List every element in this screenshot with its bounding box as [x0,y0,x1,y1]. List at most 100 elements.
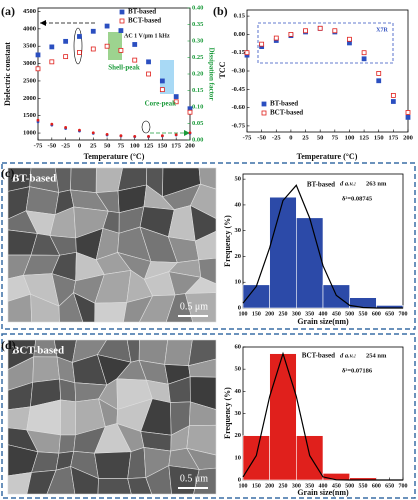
x-tick-label: 650 [385,311,394,317]
x-axis-title: Grain size(nm) [297,317,349,326]
marker [77,34,82,39]
y-tick-label: 0.15 [234,13,246,20]
x-tick-label: 300 [292,483,301,489]
x-tick-label: 25 [302,134,309,141]
panel-label: (b) [213,4,228,18]
marker [317,25,323,31]
x-tick-label: 550 [359,483,368,489]
marker [188,131,192,135]
marker [36,118,40,122]
x-tick-label: 125 [359,134,370,141]
marker [90,28,96,34]
panel-frame [1,162,416,330]
marker [118,47,124,53]
x-tick-label: -75 [34,142,43,149]
marker [244,50,250,56]
bar [296,435,324,481]
marker [63,38,69,44]
grain [185,292,217,323]
marker [49,44,55,50]
marker [376,78,382,84]
x-tick-label: 700 [399,311,408,317]
x-tick-label: 100 [345,134,355,141]
y-tick-label: 0 [238,476,241,483]
arrow-head [184,130,190,136]
x-tick-label: 400 [319,311,328,317]
legend-marker [261,110,267,116]
y-tick-label: 4500 [23,8,36,15]
legend-label: BT-based [128,8,156,16]
y-tick-label: 20 [235,432,242,439]
marker [90,46,96,52]
y-tick-label: 40 [235,201,242,208]
y-axis-title: Dielectric constant [3,42,12,106]
x-tick-label: 350 [305,483,314,489]
marker [35,52,41,58]
marker [390,99,396,104]
y2-tick-label: 0.30 [192,37,203,44]
marker [147,134,150,138]
x-tick-label: 200 [403,134,413,141]
marker [361,56,367,62]
x-tick-label: 450 [332,311,341,317]
marker [132,57,138,63]
y2-tick-label: 0.00 [192,136,203,143]
x-tick-label: 150 [252,483,261,489]
fit-curve [242,351,403,481]
x-tick-label: 0 [289,134,292,141]
marker [288,32,294,37]
marker [159,78,165,84]
y-tick-label: -0.45 [231,86,245,93]
ellipse [141,120,151,134]
annotation: Shell-peak [108,64,140,72]
x-tick-label: 150 [252,311,261,317]
marker [91,131,95,135]
grain [94,451,132,479]
y-tick-label: 60 [235,343,242,350]
x-tick-label: -75 [243,134,252,141]
x-tick-label: 550 [359,311,368,317]
marker [64,126,68,129]
y-tick-label: 50 [235,176,242,183]
marker [361,50,367,56]
y-tick-label: 0 [238,304,241,311]
grain [164,339,193,367]
x-tick-label: 400 [319,483,328,489]
marker [105,132,109,136]
x-tick-label: 175 [171,142,182,149]
marker [273,35,279,41]
x-tick-label: 250 [279,483,288,489]
grain [59,378,77,403]
marker [104,43,110,49]
marker [405,114,411,120]
x-tick-label: 500 [345,311,354,317]
x-tick-label: 600 [372,311,381,317]
image-label: BCT-based [12,345,64,357]
y2-tick-label: 0.40 [192,4,203,11]
marker [119,134,123,138]
y-tick-label: -0.75 [231,122,245,129]
y-axis-title: TCC [218,61,227,78]
annotation: Core-peak [145,100,176,108]
x-tick-label: 100 [239,311,248,317]
x-tick-label: 700 [399,483,408,489]
marker [49,59,55,65]
fit-curve [242,184,403,309]
annotation: d a.v.: [340,352,356,359]
y-tick-label: 3000 [23,60,36,67]
y-tick-label: 3500 [23,43,36,50]
x-tick-label: 150 [157,142,167,149]
bar [296,217,324,309]
marker [187,109,193,115]
y-tick-label: 10 [235,454,242,461]
x-axis-title: Temperature (°C) [297,152,358,161]
marker [347,36,352,42]
x-tick-label: 75 [332,134,339,141]
x-tick-label: -25 [272,134,281,141]
marker [259,41,265,47]
legend-marker [119,9,125,15]
grain [32,356,60,383]
x-tick-label: 100 [130,142,140,149]
y2-axis-title: Dissipation factor [207,47,215,100]
bar [322,284,350,309]
